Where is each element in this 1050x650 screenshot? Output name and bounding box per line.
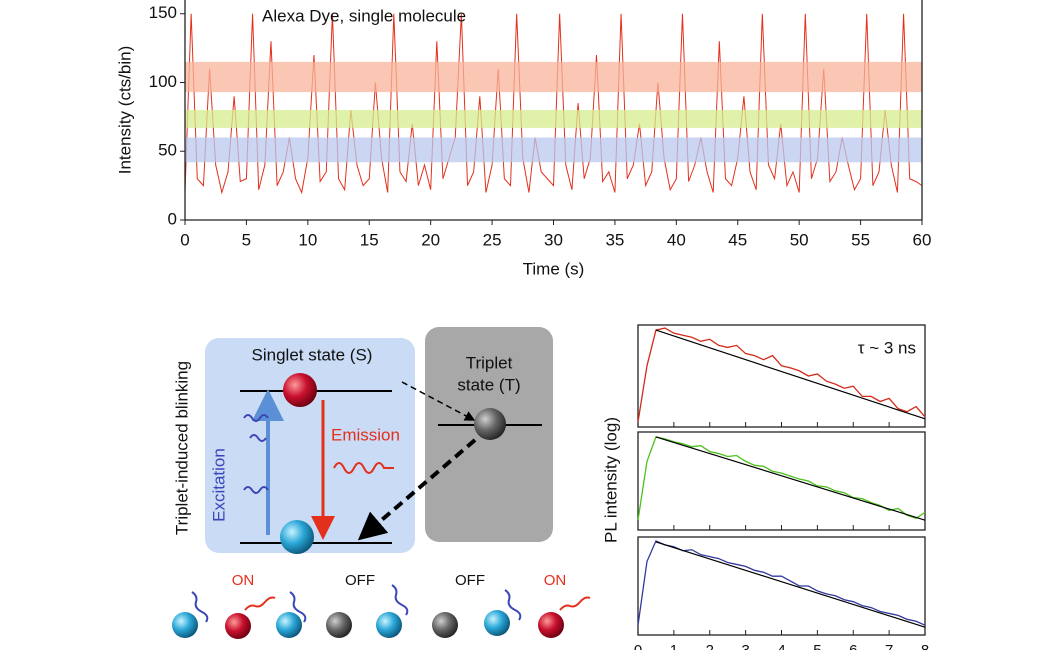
fit-line [655,541,926,628]
panel-frame [637,431,926,531]
data-line [637,436,926,521]
annotation: τ ~ 3 ns [858,338,916,357]
x-tick-label: 25 [483,230,502,249]
annotation: Alexa Dye, single molecule [262,6,466,25]
data-line [637,327,926,423]
triplet-molecule [474,408,506,440]
x-tick-label: 3 [741,642,749,650]
y-tick-label: 0 [168,209,177,228]
x-tick-label: 0 [180,230,189,249]
band [185,61,922,93]
x-tick-label: 55 [851,230,870,249]
x-tick-label: 1 [670,642,678,650]
y-tick-label: 150 [149,3,177,22]
fit-line [655,436,926,521]
x-tick-label: 0 [634,642,642,650]
band [185,137,922,163]
photon [333,462,394,474]
x-tick-label: 7 [885,642,893,650]
x-tick-label: 5 [242,230,251,249]
x-tick-label: 30 [544,230,563,249]
x-tick-label: 6 [849,642,857,650]
triplet-label: Triplet [466,353,513,372]
state-label: ON [232,572,255,589]
x-tick-label: 40 [667,230,686,249]
return-arrow [357,438,477,541]
x-tick-label: 20 [421,230,440,249]
fit-line [655,329,926,420]
y-tick-label: 50 [158,141,177,160]
x-tick-label: 8 [921,642,929,650]
diagram-title: Triplet-induced blinking [172,361,191,535]
diagram: Triplet-induced blinking Singlet state (… [172,327,591,639]
x-tick-label: 10 [298,230,317,249]
blinking-sequence [172,584,591,639]
x-tick-label: 45 [728,230,747,249]
state-label: OFF [455,572,485,589]
singlet-label: Singlet state (S) [252,345,373,364]
emission-label: Emission [331,425,400,444]
x-tick-label: 60 [913,230,932,249]
x-tick-label: 4 [777,642,785,650]
excitation-label: Excitation [209,448,228,522]
excited-molecule [283,373,317,407]
x-axis-label: Time (s) [523,259,585,278]
data-line [184,13,923,195]
x-tick-label: 35 [605,230,624,249]
band [185,110,922,128]
isc-arrow [401,381,476,421]
x-tick-label: 2 [706,642,714,650]
state-label: ON [544,572,567,589]
photon [243,414,269,494]
panel-frame [637,536,926,636]
y-axis-label: PL intensity (log) [601,417,620,543]
x-tick-label: 50 [790,230,809,249]
state-label: OFF [345,572,375,589]
y-tick-label: 100 [149,72,177,91]
singlet-box [205,338,415,553]
data-line [637,540,926,626]
x-tick-label: 15 [360,230,379,249]
triplet-label: state (T) [457,375,520,394]
y-axis-label: Intensity (cts/bin) [115,46,134,175]
x-tick-label: 5 [813,642,821,650]
ground-molecule [280,520,314,554]
